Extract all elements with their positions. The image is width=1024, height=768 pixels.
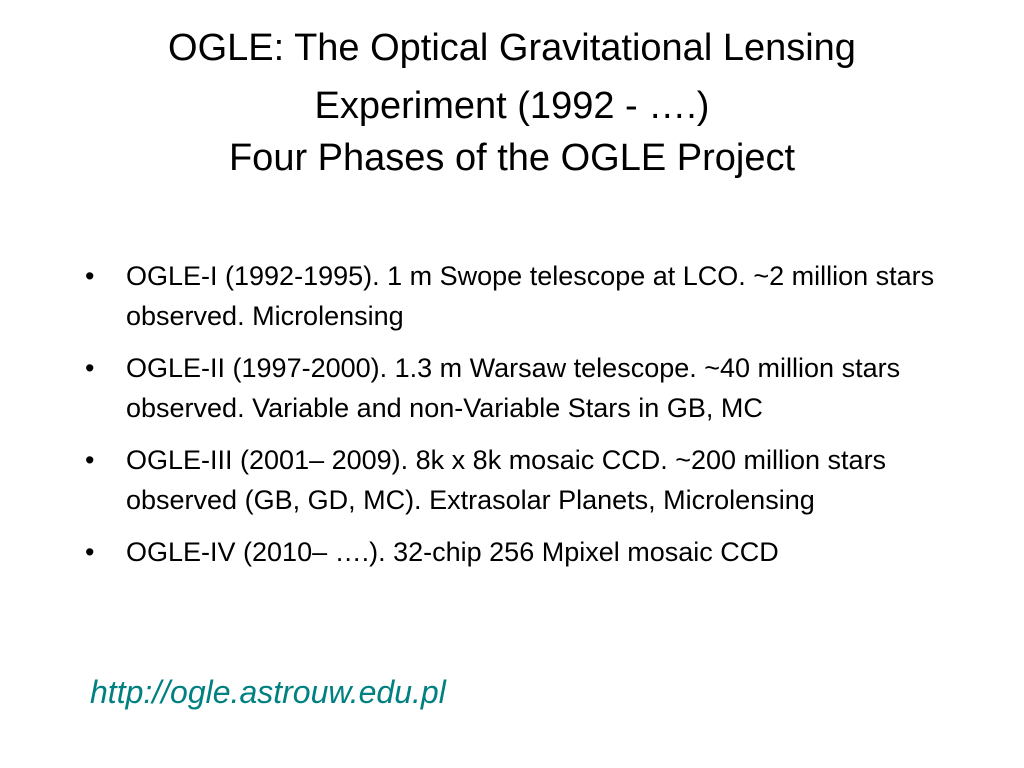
bullet-text: OGLE-I (1992-1995). 1 m Swope telescope …	[126, 261, 935, 331]
bullet-item-ogle-4: • OGLE-IV (2010– ….). 32-chip 256 Mpixel…	[85, 532, 965, 572]
bullet-item-ogle-1: • OGLE-I (1992-1995). 1 m Swope telescop…	[85, 256, 965, 336]
ogle-website-link[interactable]: http://ogle.astrouw.edu.pl	[90, 674, 446, 710]
bullet-dot-icon: •	[85, 353, 95, 383]
bullet-item-ogle-3: • OGLE-III (2001– 2009). 8k x 8k mosaic …	[85, 440, 965, 520]
bullet-dot-icon: •	[85, 445, 95, 475]
title-line-1: OGLE: The Optical Gravitational Lensing	[168, 27, 856, 69]
bullet-list: • OGLE-I (1992-1995). 1 m Swope telescop…	[85, 256, 965, 584]
title-line-2: Experiment (1992 - ….)	[314, 85, 710, 127]
slide-title: OGLE: The Optical Gravitational Lensing …	[60, 18, 964, 182]
bullet-text: OGLE-II (1997-2000). 1.3 m Warsaw telesc…	[126, 353, 901, 423]
bullet-text: OGLE-IV (2010– ….). 32-chip 256 Mpixel m…	[126, 537, 779, 567]
title-line-3: Four Phases of the OGLE Project	[228, 137, 796, 179]
bullet-text: OGLE-III (2001– 2009). 8k x 8k mosaic CC…	[126, 445, 887, 515]
bullet-dot-icon: •	[85, 261, 95, 291]
bullet-dot-icon: •	[85, 537, 95, 567]
bullet-item-ogle-2: • OGLE-II (1997-2000). 1.3 m Warsaw tele…	[85, 348, 965, 428]
